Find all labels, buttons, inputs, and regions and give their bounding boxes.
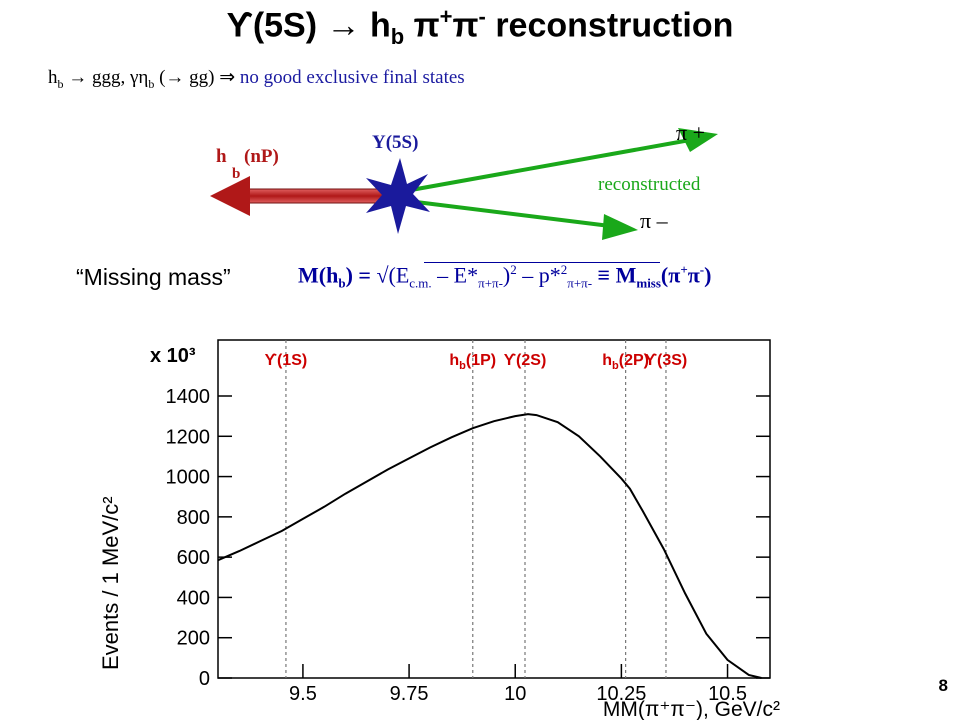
- y-axis-label: Events / 1 MeV/c²: [98, 496, 123, 670]
- decay-diagram: h b (nP) Y(5S) π + π – reconstructed: [210, 120, 718, 240]
- hb-label-sub: b: [232, 166, 240, 182]
- y-tick-label: 600: [177, 547, 210, 569]
- pi-plus-label: π +: [676, 120, 705, 145]
- hb-track: [239, 188, 401, 204]
- page-number: 8: [938, 676, 948, 695]
- chart-markers: ϒ(1S) hb(1P) ϒ(2S) hb(2P)ϒ(3S): [265, 340, 688, 678]
- y-tick-label: 1400: [166, 386, 211, 408]
- pi-minus-label: π –: [640, 208, 669, 233]
- data-curve: [217, 413, 762, 679]
- slide-title: ϒ(5S) → hb π+π- reconstruction: [226, 4, 734, 50]
- pi-minus-track: [399, 198, 611, 228]
- x-axis-label: MM(π⁺π⁻), GeV/c²: [603, 698, 780, 720]
- reconstructed-label: reconstructed: [598, 174, 701, 195]
- missing-mass-chart: ϒ(1S) hb(1P) ϒ(2S) hb(2P)ϒ(3S) 0 200 400 600 80…: [98, 339, 780, 720]
- marker-label: ϒ(2S): [504, 352, 547, 369]
- decay-modes-line: hb → ggg, γηb (→ gg) ⇒ no good exclusive…: [48, 67, 465, 91]
- y5s-label: Y(5S): [372, 132, 418, 153]
- pi-plus-track: [399, 138, 691, 194]
- y-tick-label: 0: [199, 668, 210, 690]
- y-tick-label: 400: [177, 587, 210, 609]
- marker-label: ϒ(1S): [265, 352, 308, 369]
- y-tick-label: 200: [177, 628, 210, 650]
- pi-minus-arrowhead: [602, 214, 638, 240]
- x-tick-label: 10.5: [708, 683, 747, 705]
- hb-label: h: [216, 146, 227, 167]
- marker-label: hb(1P): [449, 352, 496, 372]
- chart-frame: [217, 339, 771, 679]
- marker-label: hb(2P): [602, 352, 649, 372]
- y-multiplier: x 10³: [150, 345, 196, 367]
- x-tick-label: 9.75: [390, 683, 429, 705]
- chart-curve: [217, 413, 762, 679]
- plot-area: [217, 339, 771, 679]
- missing-mass-label: “Missing mass”: [76, 264, 231, 290]
- x-tick-label: 10: [504, 683, 526, 705]
- hb-np-label: (nP): [244, 146, 279, 167]
- x-tick-label: 10.25: [596, 683, 646, 705]
- sqrt-bar: [424, 262, 660, 263]
- pi-plus-arrowhead: [678, 128, 718, 152]
- y-tick-label: 800: [177, 507, 210, 529]
- hb-arrowhead: [210, 176, 250, 216]
- x-tick-label: 9.5: [289, 683, 317, 705]
- y-tick-label: 1000: [166, 467, 211, 489]
- y5s-vertex-star: [366, 158, 430, 234]
- chart-ticks: 0 200 400 600 800 1000 1200 1400 9.5 9.75 10 10.25 1…: [166, 386, 770, 705]
- marker-label: ϒ(3S): [645, 352, 688, 369]
- y-tick-label: 1200: [166, 426, 211, 448]
- missing-mass-formula: M(hb) = √(Ec.m. – E*π+π-)2 – p*2π+π- ≡ M…: [298, 262, 712, 291]
